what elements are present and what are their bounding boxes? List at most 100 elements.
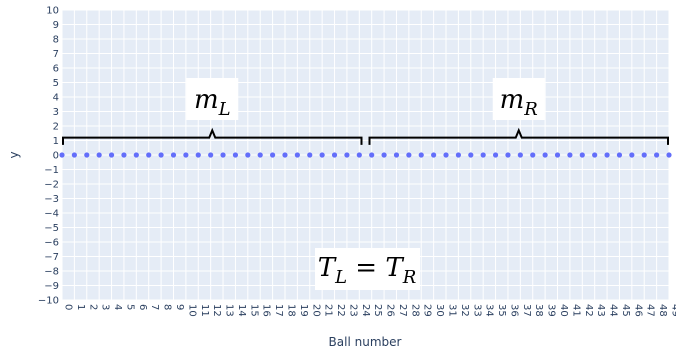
data-point [616,152,623,158]
x-tick-label: 33 [471,304,482,317]
y-tick-label: −2 [44,180,59,191]
brace [368,127,669,145]
data-point [307,152,313,158]
x-tick-label: 48 [657,304,668,317]
x-tick-label: 14 [236,304,247,317]
data-point [170,152,177,158]
x-tick-label: 38 [533,304,544,317]
y-tick-label: 8 [53,35,59,46]
y-tick-label: −4 [44,209,59,220]
data-point [629,152,635,158]
x-tick-label: 17 [273,304,284,317]
x-tick-label: 18 [285,304,296,317]
data-point [331,152,338,158]
x-tick-label: 21 [323,304,334,317]
y-tick-label: 6 [53,64,59,75]
data-point [245,152,251,158]
y-tick-label: 9 [53,20,59,31]
data-point [282,152,288,158]
x-tick-label: 4 [112,304,123,310]
y-tick-label: 7 [53,49,59,60]
x-tick-label: 6 [137,304,148,310]
y-tick-label: −6 [44,238,59,249]
data-point [108,152,115,158]
data-point [641,152,647,158]
x-tick-label: 11 [199,304,210,317]
x-tick-label: 42 [583,304,594,317]
x-tick-labels: 0 1 2 3 4 5 6 7 8 9 10 11 12 13 14 15 16 17 18 19 20 21 22 23 24… [63,304,676,317]
data-point [344,152,350,158]
data-point [542,152,548,158]
data-point [517,152,523,158]
x-tick-label: 24 [360,304,371,317]
data-point [431,152,437,158]
x-tick-label: 2 [87,304,98,310]
data-point [381,152,387,158]
x-tick-label: 15 [248,304,259,317]
y-tick-label: 10 [46,6,59,17]
data-point [195,152,201,158]
annotations: mL mR TL = TR [62,78,669,290]
data-point [146,152,152,158]
y-tick-label: −5 [44,223,59,234]
data-point [480,152,486,158]
x-tick-label: 19 [298,304,309,317]
data-point [208,152,214,158]
x-tick-label: 41 [570,304,581,317]
x-tick-label: 37 [521,304,532,317]
x-tick-label: 32 [459,304,470,317]
x-tick-label: 25 [372,304,383,317]
data-point [567,152,573,158]
x-tick-label: 27 [397,304,408,317]
data-point [505,152,511,158]
math-label: mR [500,85,538,120]
data-point [369,152,375,158]
x-tick-label: 30 [434,304,445,317]
data-point [59,152,65,158]
y-tick-label: 5 [53,78,59,89]
data-point [492,152,499,158]
data-point [393,152,400,158]
brace [62,127,363,145]
x-tick-label: 46 [632,304,643,317]
x-axis-title: Ball number [329,335,402,349]
equation-label: TL = TR [318,253,417,288]
x-tick-label: 12 [211,304,222,317]
data-point [294,152,300,158]
data-point [406,152,412,158]
x-tick-label: 31 [447,304,458,317]
data-point [84,152,90,158]
y-tick-label: −7 [44,252,59,263]
x-tick-label: 3 [100,304,111,310]
x-tick-label: 26 [385,304,396,317]
data-point [554,152,561,158]
y-axis-title: y [7,151,21,158]
y-tick-label: −3 [44,194,59,205]
data-points [59,152,672,158]
data-point [71,152,77,158]
x-tick-label: 44 [608,304,619,317]
x-tick-label: 47 [645,304,656,317]
x-tick-label: 0 [63,304,74,310]
x-tick-label: 7 [149,304,160,310]
x-tick-label: 9 [174,304,185,310]
data-point [220,152,226,158]
data-point [269,152,276,158]
x-tick-label: 22 [335,304,346,317]
data-point [592,152,598,158]
y-tick-label: 4 [53,93,59,104]
data-point [455,152,462,158]
data-point [133,152,139,158]
x-tick-label: 40 [558,304,569,317]
x-tick-label: 36 [508,304,519,317]
y-tick-label: −1 [44,165,59,176]
y-tick-label: −9 [44,281,59,292]
x-tick-label: 39 [546,304,557,317]
x-tick-label: 43 [595,304,606,317]
data-point [319,152,325,158]
x-tick-label: 23 [347,304,358,317]
x-tick-label: 5 [124,304,135,310]
